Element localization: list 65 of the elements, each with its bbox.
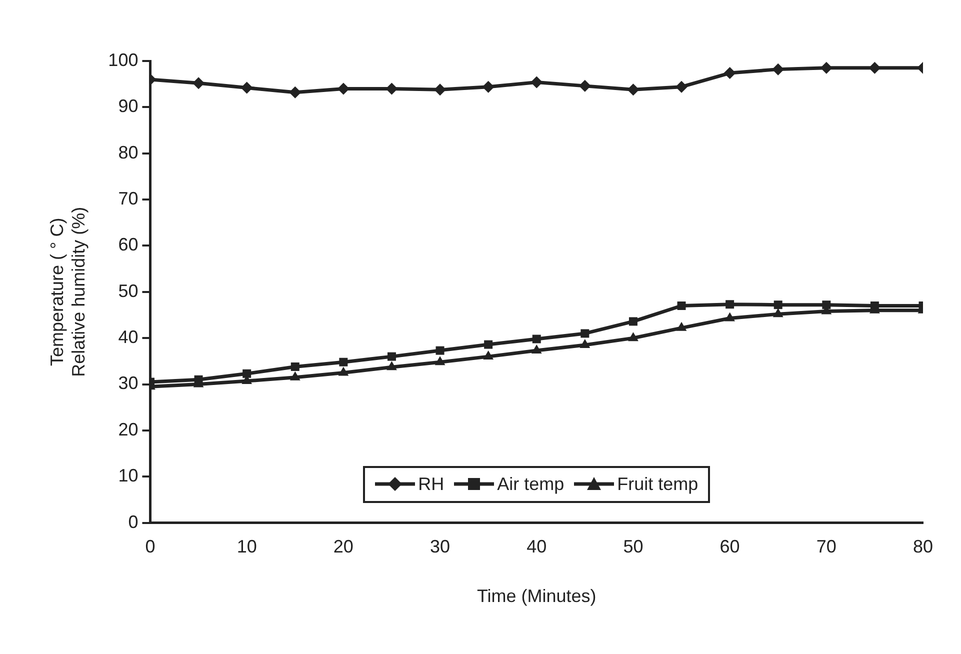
y-tick-label: 90 <box>118 96 138 116</box>
point <box>530 76 543 88</box>
point <box>822 300 831 310</box>
y-tick-label: 60 <box>118 234 138 255</box>
point <box>482 80 494 93</box>
point <box>387 352 396 361</box>
point <box>628 317 638 326</box>
point <box>870 302 879 310</box>
point <box>338 366 349 376</box>
point <box>240 82 253 94</box>
y-tick-label: 10 <box>118 466 138 486</box>
point <box>627 84 640 96</box>
point <box>434 356 446 366</box>
point <box>337 82 350 95</box>
point <box>772 308 784 318</box>
point <box>774 300 782 310</box>
point <box>434 84 446 96</box>
y-tick-label: 100 <box>108 50 138 70</box>
point <box>676 80 688 93</box>
legend-label: Air temp <box>497 474 564 495</box>
point <box>820 62 832 74</box>
point <box>580 339 590 348</box>
point <box>242 369 252 378</box>
y-tick-label: 70 <box>118 188 138 209</box>
point <box>194 375 203 384</box>
point <box>386 361 397 370</box>
point <box>726 300 734 309</box>
point <box>290 362 300 371</box>
point <box>531 344 542 354</box>
point <box>436 346 444 355</box>
point <box>578 80 591 92</box>
point <box>772 63 784 76</box>
point <box>483 350 494 360</box>
point <box>676 322 687 331</box>
x-tick-label: 80 <box>912 536 934 557</box>
x-tick-label: 10 <box>236 536 257 557</box>
x-tick-label: 70 <box>816 536 836 557</box>
y-tick-label: 40 <box>118 327 138 348</box>
x-tick-label: 20 <box>333 536 354 557</box>
point <box>677 302 686 310</box>
y-tick-label: 30 <box>118 373 138 394</box>
x-tick-label: 40 <box>526 536 547 557</box>
point <box>532 334 541 344</box>
point <box>724 312 736 322</box>
legend-label: RH <box>418 474 444 495</box>
x-tick-label: 50 <box>623 536 644 557</box>
point <box>628 332 638 342</box>
x-tick-label: 30 <box>430 536 450 557</box>
point <box>580 329 590 338</box>
point <box>339 358 348 366</box>
y-axis-title: Temperature ( ° C) Relative humidity (%) <box>46 206 88 377</box>
x-axis-title: Time (Minutes) <box>476 586 596 606</box>
point <box>192 77 205 90</box>
point <box>290 371 300 380</box>
point <box>868 62 881 74</box>
y-tick-label: 50 <box>118 280 138 301</box>
y-tick-label: 20 <box>118 419 138 440</box>
legend-label: Fruit temp <box>617 474 698 495</box>
y-tick-label: 0 <box>128 512 138 532</box>
point <box>289 86 302 98</box>
point <box>724 67 736 80</box>
point <box>484 340 493 349</box>
x-tick-label: 60 <box>720 536 740 557</box>
y-tick-label: 80 <box>118 142 138 162</box>
x-tick-label: 0 <box>145 536 156 557</box>
